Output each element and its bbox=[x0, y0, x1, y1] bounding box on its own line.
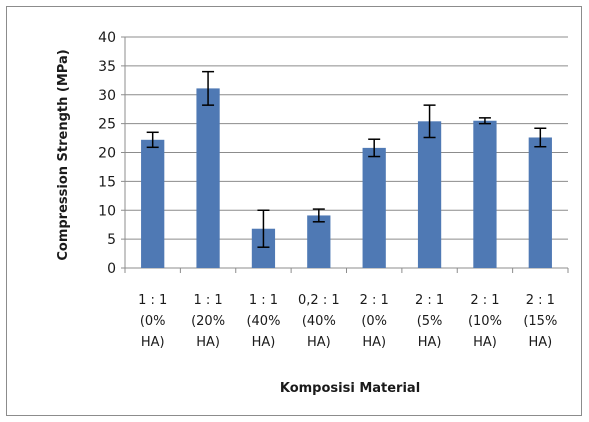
y-tick-label: 10 bbox=[98, 203, 116, 219]
x-tick-label: 1 : 1 (40% HA) bbox=[246, 293, 280, 350]
x-tick-label-line: HA) bbox=[473, 335, 497, 350]
x-tick-labels: 1 : 1 (0% HA)1 : 1 (20% HA)1 : 1 (40% HA)0,2 :… bbox=[138, 293, 557, 350]
bar bbox=[251, 228, 276, 268]
x-tick-label: 0,2 : 1 (40% HA) bbox=[298, 293, 340, 350]
x-tick-label: 2 : 1 (5% HA) bbox=[415, 293, 444, 350]
y-tick-label: 30 bbox=[98, 88, 116, 104]
x-tick-label-line: (10% bbox=[468, 314, 502, 329]
x-tick-label-line: 2 : 1 bbox=[360, 293, 389, 308]
bar bbox=[362, 147, 386, 268]
y-tick-label: 40 bbox=[98, 30, 116, 46]
y-tick-label: 5 bbox=[107, 232, 116, 248]
x-tick-label-line: HA) bbox=[362, 335, 386, 350]
x-tick-label-line: 0,2 : 1 bbox=[298, 293, 340, 308]
bar bbox=[528, 137, 552, 268]
x-tick-label-line: (40% bbox=[246, 314, 280, 329]
x-tick-label-line: HA) bbox=[307, 335, 331, 350]
x-tick-label-line: HA) bbox=[418, 335, 442, 350]
x-tick-label: 2 : 1 (10% HA) bbox=[468, 293, 502, 350]
x-tick-label-line: 2 : 1 bbox=[415, 293, 444, 308]
x-tick-label-line: HA) bbox=[141, 335, 165, 350]
x-tick-label-line: (0% bbox=[361, 314, 387, 329]
x-tick-label: 2 : 1 (15% HA) bbox=[523, 293, 557, 350]
y-axis-title: Compression Strength (MPa) bbox=[56, 49, 71, 260]
bar bbox=[196, 88, 220, 269]
x-axis-title: Komposisi Material bbox=[280, 381, 420, 396]
x-tick-label-line: (15% bbox=[523, 314, 557, 329]
x-tick-label-line: 2 : 1 bbox=[470, 293, 499, 308]
x-tick-label-line: HA) bbox=[252, 335, 276, 350]
x-tick-label-line: (5% bbox=[417, 314, 443, 329]
x-tick-label: 1 : 1 (20% HA) bbox=[191, 293, 225, 350]
y-tick-label: 25 bbox=[98, 117, 116, 133]
x-tick-label-line: 1 : 1 bbox=[193, 293, 222, 308]
x-tick-label: 2 : 1 (0% HA) bbox=[360, 293, 389, 350]
x-tick-label-line: (0% bbox=[140, 314, 166, 329]
bar bbox=[141, 139, 165, 268]
y-tick-label: 35 bbox=[98, 59, 116, 75]
x-tick-label-line: HA) bbox=[528, 335, 552, 350]
x-tick-label-line: 1 : 1 bbox=[138, 293, 167, 308]
bars bbox=[141, 88, 552, 269]
bar bbox=[417, 121, 442, 268]
y-tick-label: 0 bbox=[107, 261, 116, 277]
y-tick-label: 15 bbox=[98, 174, 116, 190]
error-bars bbox=[146, 70, 547, 248]
x-tick-label: 1 : 1 (0% HA) bbox=[138, 293, 167, 350]
gridlines bbox=[121, 36, 569, 273]
y-tick-label: 20 bbox=[98, 146, 116, 162]
x-tick-label-line: HA) bbox=[196, 335, 220, 350]
x-tick-label-line: (40% bbox=[302, 314, 336, 329]
x-tick-label-line: 2 : 1 bbox=[526, 293, 555, 308]
bar bbox=[307, 215, 331, 268]
x-tick-label-line: 1 : 1 bbox=[249, 293, 278, 308]
bar bbox=[473, 120, 497, 268]
x-tick-label-line: (20% bbox=[191, 314, 225, 329]
y-tick-labels: 0 5 10 15 20 25 30 35 40 bbox=[98, 30, 116, 277]
